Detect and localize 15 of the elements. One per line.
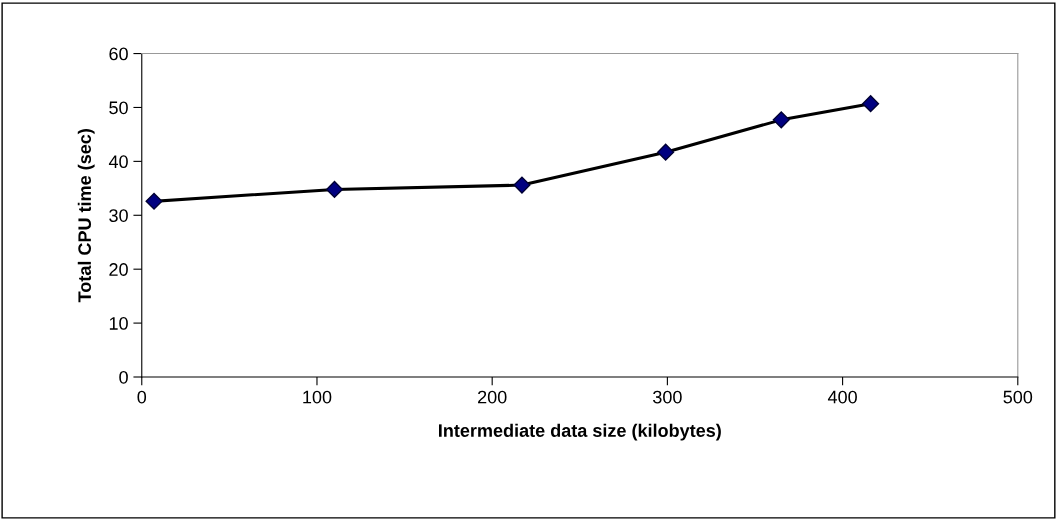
x-tick-label: 0 <box>137 390 147 404</box>
x-tick-label: 100 <box>303 390 332 404</box>
y-tick-label: 20 <box>109 263 128 276</box>
x-tick-label: 500 <box>1003 390 1033 404</box>
y-tick-label: 10 <box>109 317 128 330</box>
y-tick-label: 40 <box>108 155 128 169</box>
x-tick-label: 200 <box>478 390 507 404</box>
x-tick-label: 300 <box>653 390 682 404</box>
y-tick-label: 30 <box>109 209 128 222</box>
x-axis-title: Intermediate data size (kilobytes) <box>439 423 721 441</box>
y-tick-label: 60 <box>109 47 128 61</box>
y-axis-title: Total CPU time (sec) <box>77 129 95 303</box>
x-tick-label: 400 <box>827 390 857 404</box>
y-tick-label: 50 <box>109 101 128 115</box>
y-tick-label: 0 <box>119 370 128 384</box>
